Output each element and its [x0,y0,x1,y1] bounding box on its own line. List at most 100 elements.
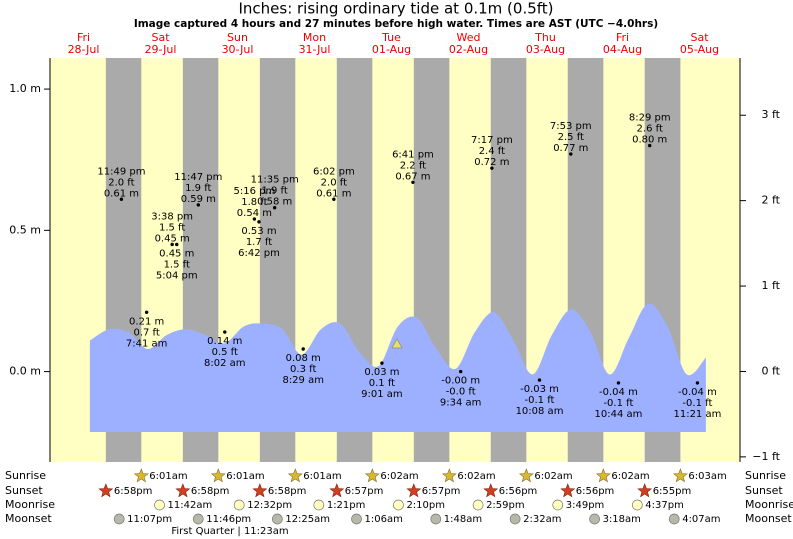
tide-ft: -0.1 ft [525,395,555,406]
tide-m: -0.04 m [599,387,638,398]
tide-ft: 0.3 ft [290,364,316,375]
tide-time: 10:08 am [516,406,564,417]
row-label-right: Moonrise [745,498,793,511]
tide-m: 0.03 m [364,367,399,378]
row-time: 11:46pm [206,514,251,525]
day-date: 31-Jul [299,43,331,56]
row-label-right: Moonset [745,512,792,525]
day-name: Sun [227,31,248,44]
tide-time: 11:47 pm [174,172,222,183]
subtitle: Image captured 4 hours and 27 minutes be… [134,18,658,30]
tide-m: -0.04 m [678,387,717,398]
row-time: 6:01am [226,471,264,482]
sunset-icon [560,483,576,498]
row-time: 6:56pm [576,486,615,497]
tide-time: 6:41 pm [392,149,434,160]
sunrise-icon [441,468,457,483]
row-time: 4:37pm [645,500,684,511]
tide-ft: 1.9 ft [185,183,211,194]
sunset-icon [329,483,345,498]
y-tick-label: 0.0 m [9,365,41,378]
row-time: 6:01am [303,471,341,482]
sunrise-icon [595,468,611,483]
tide-ft: 1.8 ft [241,197,267,208]
tide-point [170,242,174,247]
tide-point [223,330,227,334]
tide-ft: 0.5 ft [212,347,238,358]
day-name: Sat [690,31,709,44]
row-time: 6:57pm [422,486,461,497]
row-time: 6:02am [611,471,649,482]
tide-point [144,310,149,314]
sunrise-icon [287,468,303,483]
tide-point [569,152,573,156]
sunset-icon [483,483,499,498]
day-date: 03-Aug [526,43,565,56]
row-label: Sunrise [5,469,46,482]
tide-time: 9:34 am [440,398,482,409]
row-time: 6:58pm [114,486,153,497]
tide-ft: 2.2 ft [400,160,426,171]
tide-ft: 1.5 ft [164,259,190,270]
tide-m: 0.58 m [257,197,292,208]
y-tick-label: 1.0 m [9,82,41,95]
y2-tick-label: 3 ft [762,108,781,121]
tide-time: 6:42 pm [238,248,280,259]
y-tick-label: 0.5 m [9,223,41,236]
tide-ft: 2.6 ft [637,124,663,135]
row-label-right: Sunrise [745,469,786,482]
tide-point [119,197,124,201]
row-time: 1:48am [444,514,482,525]
tide-ft: -0.1 ft [682,398,712,409]
tide-time: 8:29 am [282,375,324,386]
tide-ft: 2.4 ft [479,146,505,157]
tide-m: 0.59 m [181,194,216,205]
tide-point [458,369,463,374]
tide-m: 0.61 m [104,188,139,199]
now-marker [391,338,403,349]
day-name: Sat [151,31,170,44]
row-label: Sunset [5,484,43,497]
day-name: Thu [534,31,556,44]
row-label: Moonrise [5,498,55,511]
tide-time: 7:53 pm [550,121,592,132]
row-time: 6:58pm [191,486,230,497]
day-date: 05-Aug [680,43,719,56]
tide-point [175,242,179,247]
tide-ft: 1.5 ft [159,222,185,233]
row-time: 3:49pm [566,500,605,511]
moonset-icon [351,513,362,525]
tide-time: 6:02 pm [313,166,355,177]
tide-point [301,347,305,351]
day-name: Fri [77,31,90,44]
tide-m: 0.53 m [241,226,276,237]
moon-phase: First Quarter | 11:23am [171,526,288,537]
moonset-icon [113,513,125,525]
row-time: 11:07pm [127,514,172,525]
tide-point [332,197,336,201]
y2-tick-label: 0 ft [762,364,781,377]
tide-m: 0.21 m [129,316,164,327]
tide-m: 0.67 m [395,171,430,182]
moonset-icon [271,513,283,525]
tide-ft: 2.0 ft [321,177,347,188]
day-date: 04-Aug [603,43,642,56]
moonrise-icon [472,499,484,511]
tide-m: -0.00 m [441,376,480,387]
moonset-icon [192,513,204,525]
day-date: 28-Jul [68,43,100,56]
row-time: 6:01am [149,471,187,482]
row-time: 2:10pm [406,500,445,511]
y2-tick-label: −1 ft [752,450,780,463]
y2-tick-label: 1 ft [762,279,781,292]
day-date: 29-Jul [145,43,177,56]
y2-tick-label: 2 ft [762,194,781,207]
row-time: 1:21pm [327,500,366,511]
tide-point [411,180,415,185]
tide-time: 3:38 pm [151,211,193,222]
moonrise-icon [631,499,643,511]
tide-point [695,381,700,385]
tide-point [257,220,261,224]
tide-m: 0.54 m [237,208,272,219]
tide-point [252,217,257,221]
